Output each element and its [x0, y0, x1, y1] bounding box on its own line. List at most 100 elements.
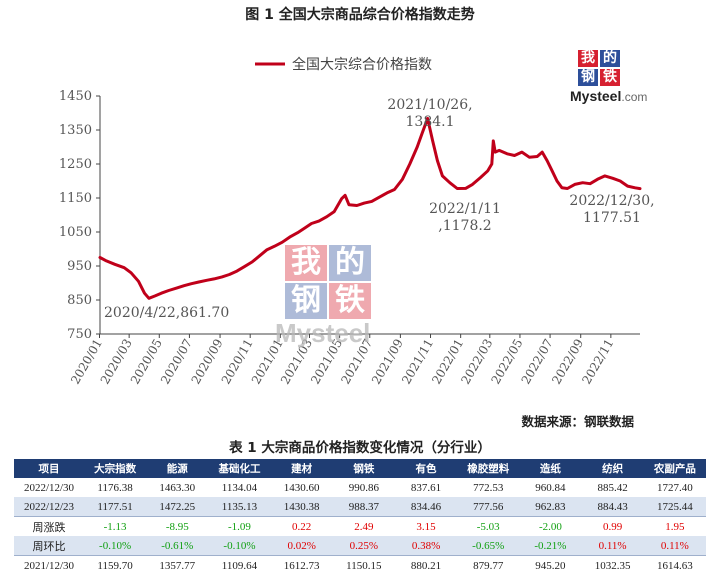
- table-cell: 1430.38: [271, 497, 333, 517]
- table-cell: 2022/12/23: [14, 497, 84, 517]
- logo-char: 铁: [600, 69, 620, 86]
- chart-legend: 全国大宗综合价格指数: [255, 56, 432, 73]
- watermark-char: 我: [285, 245, 327, 281]
- table-cell: 1463.30: [146, 478, 208, 497]
- table-header-cell: 橡胶塑料: [457, 459, 519, 478]
- table-header-cell: 建材: [271, 459, 333, 478]
- table-cell: 1150.15: [333, 556, 395, 575]
- table-cell: 1109.64: [208, 556, 270, 575]
- legend-label: 全国大宗综合价格指数: [292, 56, 432, 73]
- table-cell: 0.11%: [644, 536, 706, 556]
- table-cell: 2022/12/30: [14, 478, 84, 497]
- table-cell: 988.37: [333, 497, 395, 517]
- table-cell: 960.84: [519, 478, 581, 497]
- table-header-row: 项目大宗指数能源基础化工建材钢铁有色橡胶塑料造纸纺织农副产品: [14, 459, 706, 478]
- y-tick-label: 750: [67, 327, 92, 342]
- table-header-cell: 纺织: [582, 459, 644, 478]
- watermark-mark: 我 的 钢 铁: [285, 245, 373, 325]
- table-cell: -0.10%: [208, 536, 270, 556]
- table-header-cell: 造纸: [519, 459, 581, 478]
- table-cell: 0.22: [271, 517, 333, 537]
- annotation-label: 2020/4/22,861.70: [104, 305, 229, 321]
- watermark-char: 钢: [285, 283, 327, 319]
- industry-index-table: 项目大宗指数能源基础化工建材钢铁有色橡胶塑料造纸纺织农副产品 2022/12/3…: [14, 459, 706, 575]
- table-cell: 879.77: [457, 556, 519, 575]
- mysteel-logo: 我 的 钢 铁 Mysteel.com: [570, 50, 640, 106]
- y-tick-label: 1050: [59, 225, 92, 240]
- table-header-cell: 大宗指数: [84, 459, 146, 478]
- table-cell: 2.49: [333, 517, 395, 537]
- table-cell: 2021/12/30: [14, 556, 84, 575]
- table-cell: 1135.13: [208, 497, 270, 517]
- table-cell: 837.61: [395, 478, 457, 497]
- table-cell: 990.86: [333, 478, 395, 497]
- y-tick-label: 1250: [59, 157, 92, 172]
- table-cell: 1357.77: [146, 556, 208, 575]
- logo-word: Mysteel.com: [570, 88, 647, 104]
- table-cell: -5.03: [457, 517, 519, 537]
- table-cell: 1614.63: [644, 556, 706, 575]
- annotation-label: 2021/10/26,: [387, 97, 472, 113]
- table-cell: -0.61%: [146, 536, 208, 556]
- table-cell: 0.25%: [333, 536, 395, 556]
- table-cell: 1612.73: [271, 556, 333, 575]
- table-cell: 1727.40: [644, 478, 706, 497]
- table-cell: 3.15: [395, 517, 457, 537]
- table-cell: 0.99: [582, 517, 644, 537]
- logo-word-main: Mysteel: [570, 88, 621, 104]
- table-cell: 884.43: [582, 497, 644, 517]
- table-cell: -2.00: [519, 517, 581, 537]
- table-cell: -1.13: [84, 517, 146, 537]
- y-tick-label: 850: [67, 293, 92, 308]
- y-tick-label: 1350: [59, 123, 92, 138]
- table-cell: 945.20: [519, 556, 581, 575]
- y-tick-label: 950: [67, 259, 92, 274]
- annotation-label: 2022/12/30,: [569, 193, 654, 209]
- table-cell: 周涨跌: [14, 517, 84, 537]
- table-header-cell: 农副产品: [644, 459, 706, 478]
- watermark-char: 铁: [329, 283, 371, 319]
- annotation-label: 1384.1: [406, 114, 455, 130]
- logo-mark: 我 的 钢 铁: [578, 50, 622, 86]
- table-cell: -0.65%: [457, 536, 519, 556]
- table-header-cell: 有色: [395, 459, 457, 478]
- table-cell: 962.83: [519, 497, 581, 517]
- table-cell: 0.38%: [395, 536, 457, 556]
- table-cell: 1725.44: [644, 497, 706, 517]
- watermark-char: 的: [329, 245, 371, 281]
- y-tick-labels: 750 850 950 1050 1150 1250 1350 1450: [59, 89, 92, 342]
- table-cell: 1176.38: [84, 478, 146, 497]
- table-cell: 777.56: [457, 497, 519, 517]
- table-cell: 1159.70: [84, 556, 146, 575]
- table-cell: 1032.35: [582, 556, 644, 575]
- annotation-label: ,1178.2: [438, 218, 491, 234]
- table-header-cell: 钢铁: [333, 459, 395, 478]
- table-header-cell: 基础化工: [208, 459, 270, 478]
- table-cell: -1.09: [208, 517, 270, 537]
- table-header-cell: 项目: [14, 459, 84, 478]
- table-cell: 0.11%: [582, 536, 644, 556]
- watermark-word: Mysteel: [275, 318, 370, 349]
- table-cell: 1430.60: [271, 478, 333, 497]
- table-cell: 1472.25: [146, 497, 208, 517]
- table-cell: 1177.51: [84, 497, 146, 517]
- table-cell: 885.42: [582, 478, 644, 497]
- table-cell: -0.10%: [84, 536, 146, 556]
- logo-char: 钢: [578, 69, 598, 86]
- y-tick-label: 1450: [59, 89, 92, 104]
- table-cell: 周环比: [14, 536, 84, 556]
- annotation-label: 2022/1/11: [429, 201, 501, 217]
- table-cell: -0.21%: [519, 536, 581, 556]
- logo-char: 的: [600, 50, 620, 67]
- table-cell: 772.53: [457, 478, 519, 497]
- y-tick-label: 1150: [59, 191, 92, 206]
- table-title: 表 1 大宗商品价格指数变化情况（分行业）: [0, 436, 720, 456]
- table-cell: 1134.04: [208, 478, 270, 497]
- table-cell: 0.02%: [271, 536, 333, 556]
- annotation-label: 1177.51: [583, 210, 641, 226]
- logo-word-suffix: .com: [621, 90, 647, 104]
